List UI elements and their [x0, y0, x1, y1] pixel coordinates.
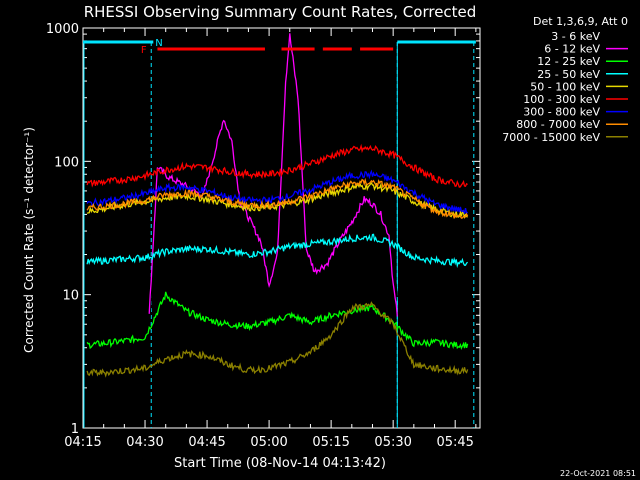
legend-label: 50 - 100 keV — [530, 80, 600, 93]
y-tick-label: 1000 — [46, 22, 79, 37]
legend-label: 12 - 25 keV — [537, 55, 600, 68]
x-tick-label: 05:00 — [250, 435, 287, 450]
flag-label-f: F — [141, 45, 147, 56]
x-tick-label: 05:15 — [312, 435, 349, 450]
x-tick-label: 05:30 — [374, 435, 411, 450]
chart-title: RHESSI Observing Summary Count Rates, Co… — [84, 3, 477, 21]
legend-label: 300 - 800 keV — [523, 106, 600, 119]
legend-label: 7000 - 15000 keV — [502, 131, 600, 144]
x-axis-label: Start Time (08-Nov-14 04:13:42) — [174, 456, 386, 471]
y-tick-label: 10 — [62, 289, 79, 304]
x-tick-label: 04:45 — [188, 435, 225, 450]
legend-title: Det 1,3,6,9, Att 0 — [533, 15, 628, 28]
x-tick-label: 04:15 — [64, 435, 101, 450]
x-tick-label: 05:45 — [436, 435, 473, 450]
footer-date: 22-Oct-2021 08:51 — [560, 469, 636, 478]
series-line — [86, 301, 469, 378]
series-line — [86, 143, 468, 188]
legend-label: 100 - 300 keV — [523, 93, 600, 106]
legend-label: 25 - 50 keV — [537, 68, 600, 81]
axes-frame — [82, 27, 481, 429]
y-tick-label: 1 — [71, 422, 79, 437]
legend-label: 6 - 12 keV — [544, 43, 600, 56]
series-line — [86, 177, 469, 219]
y-tick-label: 100 — [54, 155, 79, 170]
legend-label: 800 - 7000 keV — [516, 118, 600, 131]
flag-label-n: N — [155, 38, 162, 49]
series-line — [86, 233, 469, 269]
series-line — [86, 291, 469, 351]
plot-area: 1 10 100 1000 04:15 04:30 04:45 05:00 05:15 05:30… — [46, 22, 481, 450]
series-line — [86, 169, 469, 215]
y-axis-label: Corrected Count Rate (s⁻¹ detector⁻¹) — [22, 127, 36, 353]
legend-label: 3 - 6 keV — [551, 30, 600, 43]
x-tick-label: 04:30 — [126, 435, 163, 450]
